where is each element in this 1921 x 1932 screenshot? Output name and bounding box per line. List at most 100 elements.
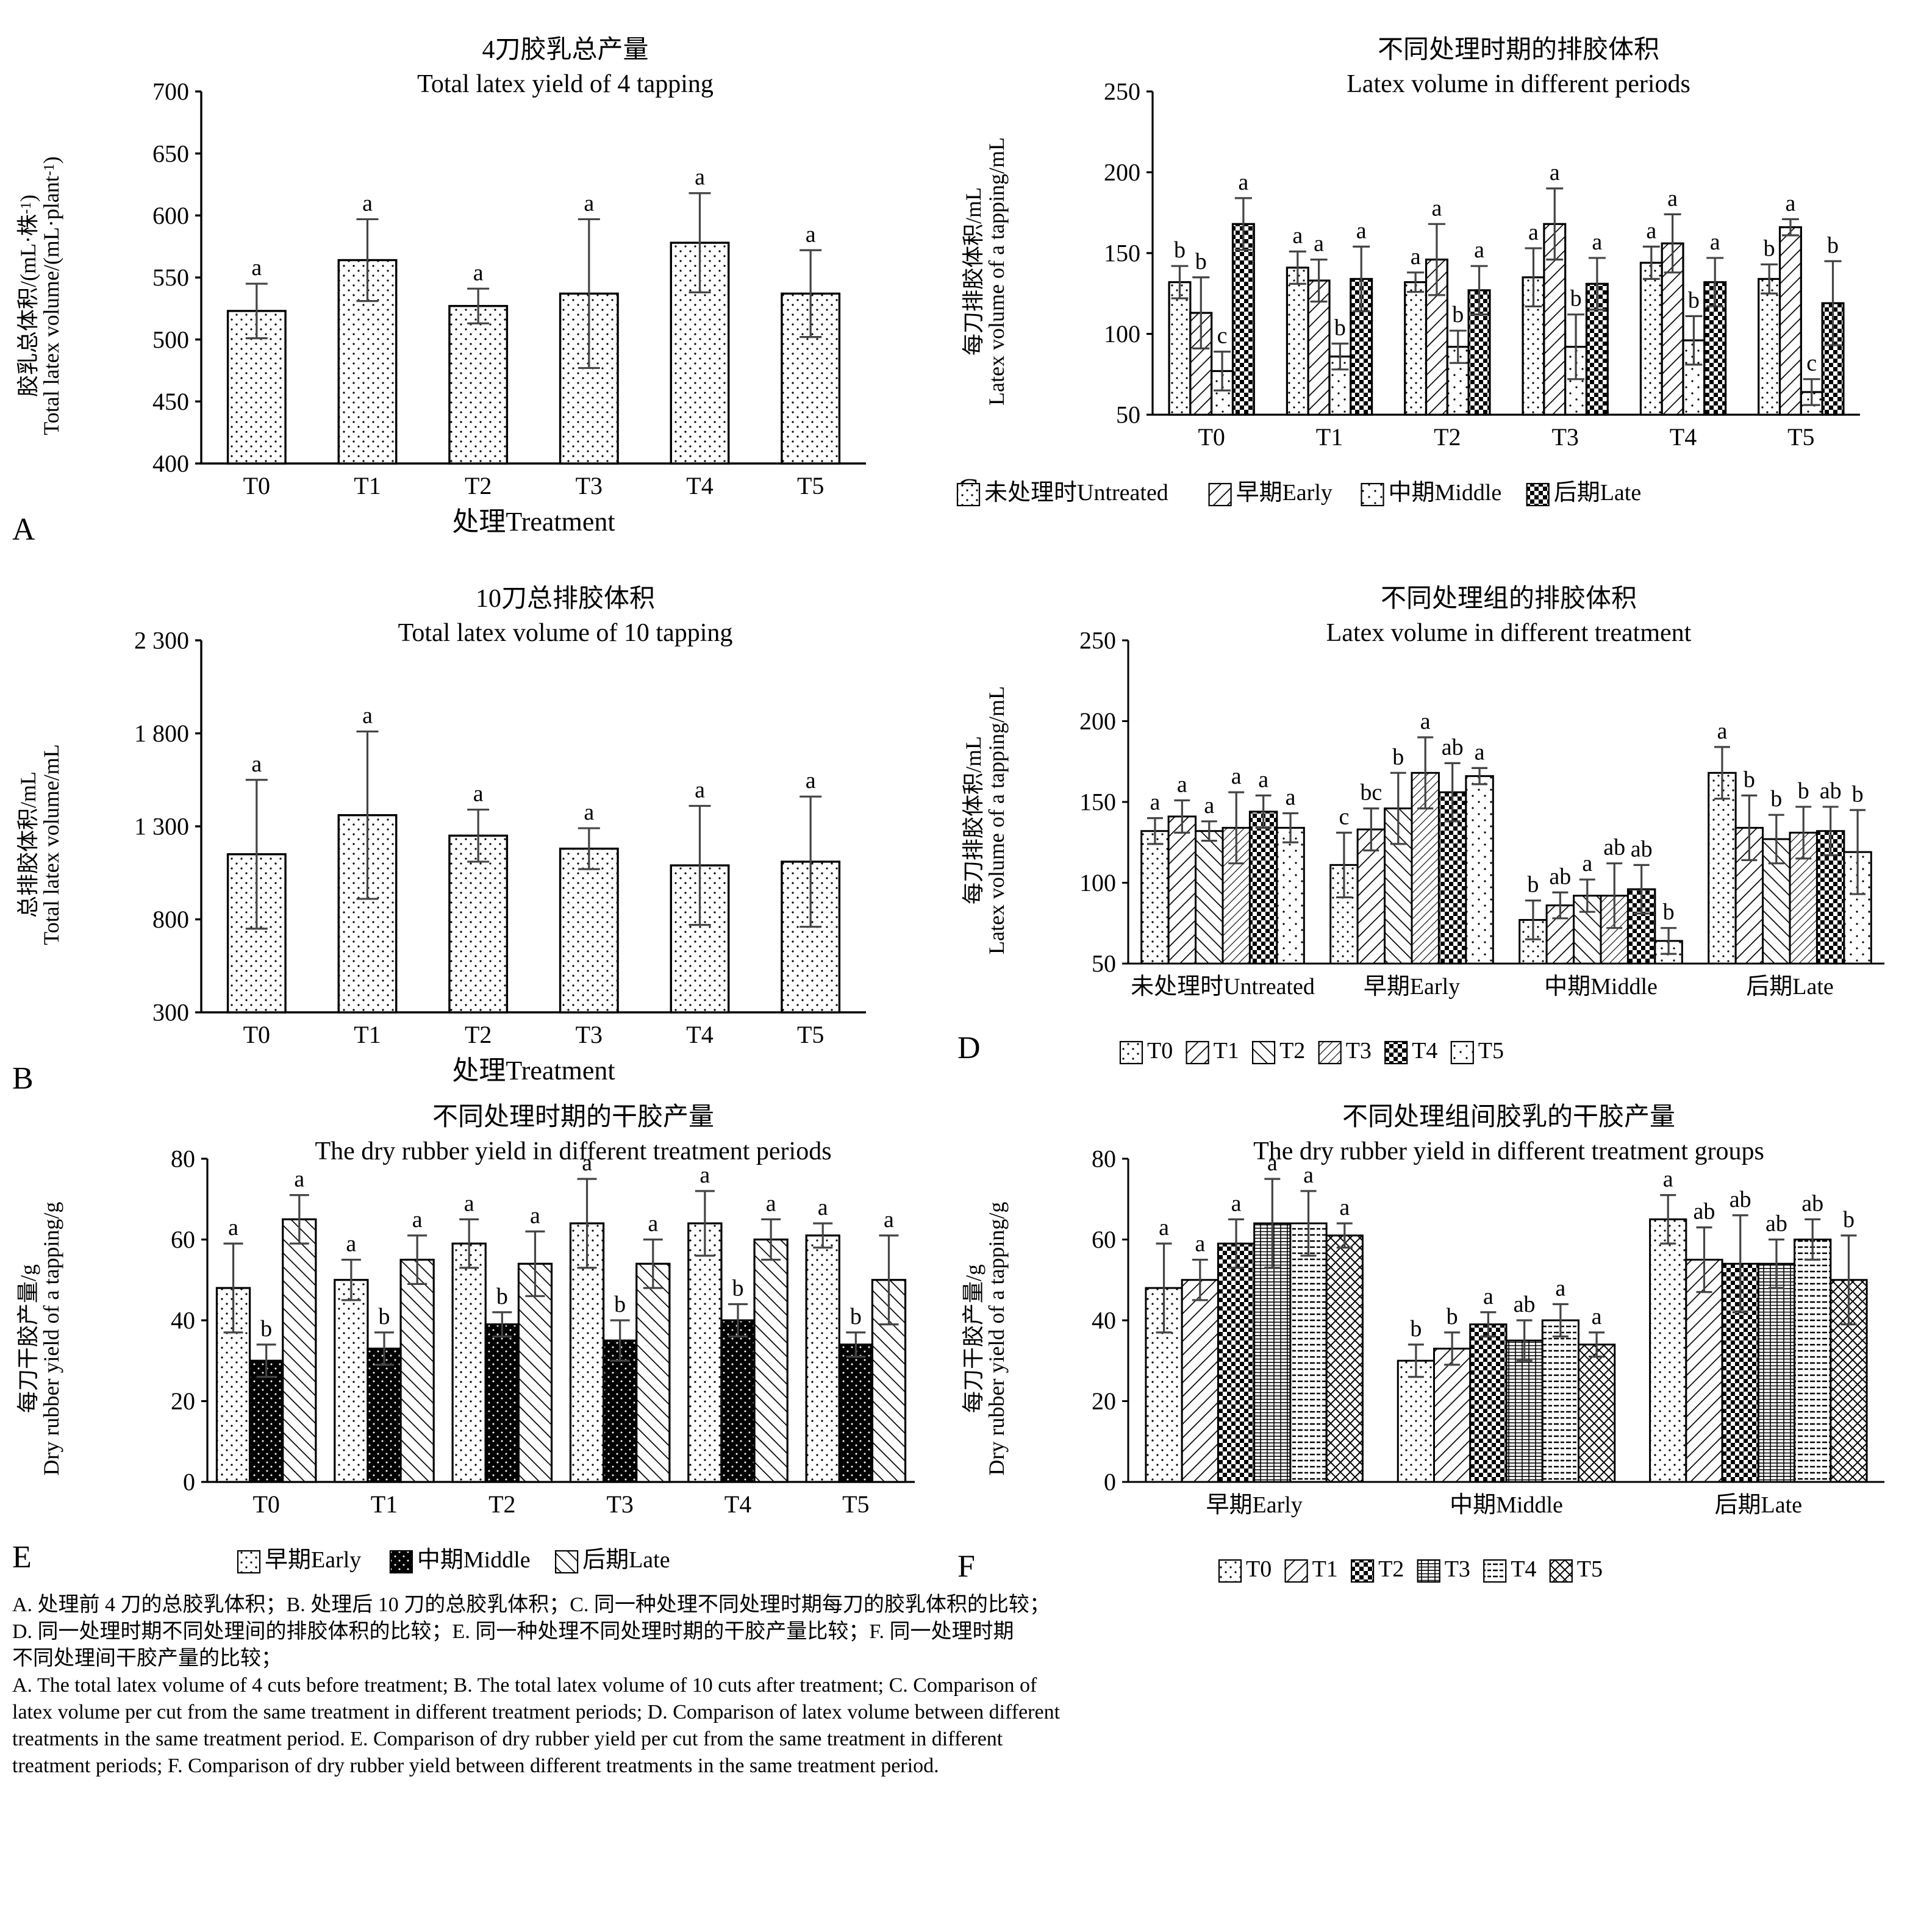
- svg-text:a: a: [584, 190, 594, 216]
- svg-text:未处理时Untreated: 未处理时Untreated: [984, 480, 1168, 506]
- svg-text:a: a: [584, 800, 594, 825]
- svg-text:b: b: [1447, 1304, 1458, 1329]
- svg-text:650: 650: [152, 140, 189, 167]
- svg-text:ab: ab: [1765, 1211, 1787, 1237]
- svg-text:bc: bc: [1360, 780, 1382, 806]
- svg-text:450: 450: [152, 388, 189, 415]
- svg-text:a: a: [1314, 231, 1324, 257]
- svg-text:4刀胶乳总产量: 4刀胶乳总产量: [482, 35, 648, 64]
- svg-text:Latex volume in different trea: Latex volume in different treatment: [1326, 619, 1692, 647]
- svg-text:Total latex yield of 4 tapping: Total latex yield of 4 tapping: [417, 70, 714, 98]
- svg-text:不同处理时期的干胶产量: 不同处理时期的干胶产量: [432, 1103, 714, 1131]
- svg-text:b: b: [614, 1292, 626, 1317]
- svg-text:c: c: [1217, 323, 1228, 349]
- svg-text:Dry rubber yield of a tapping/: Dry rubber yield of a tapping/g: [984, 1202, 1009, 1476]
- svg-text:T4: T4: [686, 472, 713, 499]
- svg-text:T3: T3: [576, 472, 603, 499]
- svg-text:a: a: [806, 221, 816, 247]
- svg-text:T3: T3: [606, 1490, 633, 1518]
- svg-text:中期Middle: 中期Middle: [1544, 974, 1658, 1000]
- svg-text:b: b: [1392, 744, 1404, 770]
- svg-text:早期Early: 早期Early: [1364, 974, 1460, 1000]
- svg-text:b: b: [1827, 232, 1839, 258]
- svg-text:550: 550: [152, 264, 189, 292]
- svg-text:T1: T1: [1312, 1556, 1338, 1582]
- svg-text:ab: ab: [1694, 1199, 1715, 1225]
- svg-text:T1: T1: [1316, 423, 1343, 451]
- svg-text:每刀排胶体积/mL: 每刀排胶体积/mL: [961, 187, 986, 356]
- svg-text:50: 50: [1092, 950, 1116, 978]
- svg-text:处理Treatment: 处理Treatment: [452, 507, 615, 537]
- svg-text:b: b: [496, 1284, 508, 1309]
- svg-text:T1: T1: [371, 1490, 398, 1518]
- svg-text:b: b: [850, 1304, 862, 1329]
- svg-text:a: a: [251, 751, 262, 777]
- svg-text:a: a: [412, 1207, 423, 1233]
- svg-text:300: 300: [152, 999, 189, 1026]
- svg-text:a: a: [695, 165, 705, 190]
- svg-text:a: a: [473, 260, 484, 285]
- svg-text:T1: T1: [354, 1021, 381, 1048]
- svg-text:a: a: [766, 1190, 776, 1216]
- svg-text:b: b: [1527, 872, 1539, 898]
- svg-text:a: a: [251, 255, 262, 281]
- svg-text:每刀排胶体积/mL: 每刀排胶体积/mL: [961, 736, 986, 904]
- svg-text:a: a: [1177, 771, 1187, 797]
- svg-text:A: A: [12, 512, 35, 547]
- svg-text:T1: T1: [354, 472, 381, 499]
- svg-text:T4: T4: [1511, 1556, 1536, 1582]
- svg-text:T5: T5: [797, 1021, 824, 1048]
- svg-text:80: 80: [171, 1145, 195, 1173]
- svg-text:20: 20: [171, 1387, 195, 1415]
- svg-text:ab: ab: [1603, 835, 1625, 860]
- svg-text:50: 50: [1116, 401, 1140, 429]
- svg-text:T5: T5: [842, 1490, 869, 1518]
- svg-text:T4: T4: [686, 1021, 713, 1048]
- svg-text:T0: T0: [1246, 1556, 1272, 1582]
- svg-text:a: a: [1420, 709, 1431, 734]
- svg-text:a: a: [1303, 1162, 1314, 1188]
- svg-text:ab: ab: [1820, 778, 1842, 804]
- svg-text:ab: ab: [1549, 864, 1571, 889]
- svg-text:a: a: [1150, 790, 1160, 815]
- svg-text:每刀干胶产量/g: 每刀干胶产量/g: [961, 1264, 986, 1413]
- svg-text:Latex volume of a tapping/mL: Latex volume of a tapping/mL: [984, 137, 1009, 406]
- svg-text:后期Late: 后期Late: [1715, 1492, 1803, 1518]
- svg-text:a: a: [1292, 223, 1303, 248]
- svg-text:a: a: [1555, 1276, 1565, 1301]
- svg-text:40: 40: [171, 1307, 195, 1334]
- svg-text:500: 500: [152, 326, 189, 353]
- svg-text:T3: T3: [576, 1021, 603, 1048]
- svg-text:a: a: [806, 768, 816, 793]
- svg-text:中期Middle: 中期Middle: [1450, 1492, 1563, 1518]
- svg-text:不同处理时期的排胶体积: 不同处理时期的排胶体积: [1378, 35, 1659, 64]
- svg-text:后期Late: 后期Late: [1746, 974, 1834, 1000]
- svg-text:ab: ab: [1801, 1190, 1823, 1216]
- svg-text:a: a: [1231, 1190, 1242, 1216]
- svg-text:T5: T5: [1478, 1038, 1504, 1064]
- svg-text:a: a: [1204, 793, 1214, 818]
- svg-text:a: a: [530, 1203, 540, 1228]
- svg-text:T5: T5: [797, 472, 824, 499]
- svg-text:胶乳总体积/(mL·株-1): 胶乳总体积/(mL·株-1): [16, 195, 40, 397]
- svg-text:T3: T3: [1551, 423, 1578, 451]
- svg-text:a: a: [228, 1215, 238, 1240]
- svg-text:a: a: [1475, 739, 1485, 765]
- svg-text:不同处理组的排胶体积: 不同处理组的排胶体积: [1381, 584, 1637, 613]
- svg-text:T0: T0: [1198, 423, 1225, 451]
- svg-text:c: c: [1339, 804, 1349, 829]
- svg-text:200: 200: [1079, 707, 1116, 735]
- svg-text:T4: T4: [1670, 423, 1697, 451]
- svg-text:a: a: [1474, 237, 1484, 263]
- svg-text:600: 600: [152, 202, 189, 229]
- svg-text:250: 250: [1079, 627, 1116, 654]
- svg-text:a: a: [1663, 1167, 1673, 1192]
- svg-text:a: a: [473, 781, 484, 807]
- svg-text:未处理时Untreated: 未处理时Untreated: [1131, 974, 1315, 1000]
- svg-text:a: a: [1238, 170, 1248, 195]
- svg-text:a: a: [1717, 718, 1727, 744]
- svg-text:a: a: [1411, 244, 1421, 270]
- svg-text:The dry rubber yield in differ: The dry rubber yield in different treatm…: [1253, 1137, 1764, 1165]
- svg-text:b: b: [379, 1304, 390, 1329]
- svg-text:ab: ab: [1730, 1187, 1751, 1212]
